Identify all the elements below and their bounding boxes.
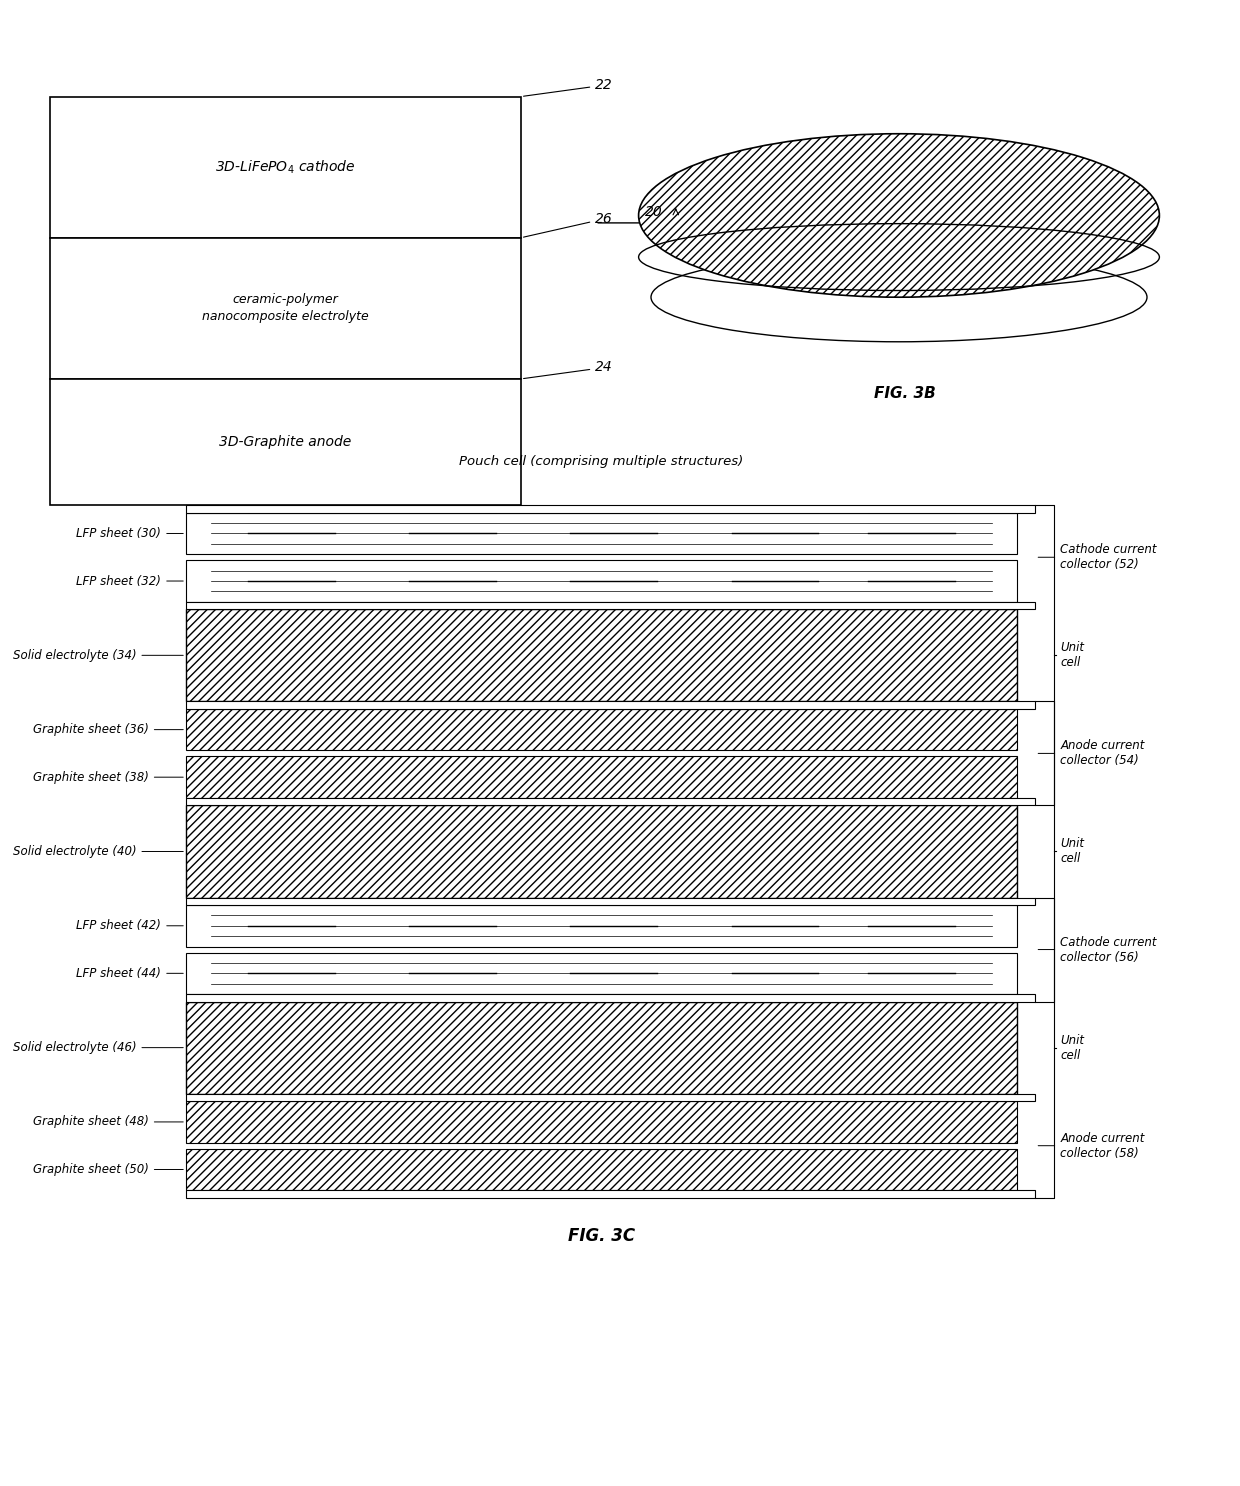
Bar [186,560,1017,602]
Bar [186,905,1017,947]
Bar [186,805,1017,898]
Text: LFP sheet (30): LFP sheet (30) [77,528,184,539]
Bar [186,709,1017,750]
Text: Pouch cell (comprising multiple structures): Pouch cell (comprising multiple structur… [459,455,744,468]
Bar [186,798,1035,805]
Text: Graphite sheet (48): Graphite sheet (48) [33,1116,184,1128]
Bar [186,609,1017,701]
Text: 22: 22 [523,79,613,97]
Text: Solid electrolyte (40): Solid electrolyte (40) [12,846,184,857]
Text: Cathode current
collector (52): Cathode current collector (52) [1038,544,1157,571]
Bar [186,756,1017,798]
Text: Cathode current
collector (56): Cathode current collector (56) [1038,936,1157,963]
Bar [50,379,521,505]
Bar [50,238,521,379]
Text: Unit
cell: Unit cell [1060,838,1084,865]
Bar [186,1149,1017,1190]
Text: LFP sheet (32): LFP sheet (32) [77,575,184,587]
Text: Anode current
collector (54): Anode current collector (54) [1038,740,1145,767]
Bar [186,953,1017,994]
Ellipse shape [639,134,1159,297]
Bar [186,994,1035,1002]
Text: 3D-Graphite anode: 3D-Graphite anode [219,435,351,449]
Text: 24: 24 [523,361,613,379]
Bar [186,513,1017,554]
Bar [186,602,1035,609]
Bar [186,701,1035,709]
Text: Graphite sheet (50): Graphite sheet (50) [33,1164,184,1175]
Text: ceramic-polymer
nanocomposite electrolyte: ceramic-polymer nanocomposite electrolyt… [202,293,368,324]
Text: LFP sheet (42): LFP sheet (42) [77,920,184,932]
Text: Solid electrolyte (46): Solid electrolyte (46) [12,1042,184,1054]
Text: 26: 26 [523,212,613,238]
Text: FIG. 3B: FIG. 3B [874,386,936,401]
Text: Graphite sheet (38): Graphite sheet (38) [33,771,184,783]
Text: LFP sheet (44): LFP sheet (44) [77,967,184,979]
Bar [186,1190,1035,1198]
Text: Solid electrolyte (34): Solid electrolyte (34) [12,649,184,661]
Bar [186,1094,1035,1101]
Text: Anode current
collector (58): Anode current collector (58) [1038,1132,1145,1159]
Text: FIG. 3C: FIG. 3C [568,1227,635,1245]
Bar [186,898,1035,905]
Text: FIG. 3A: FIG. 3A [254,542,316,557]
Text: 20: 20 [645,205,662,220]
Bar [186,1002,1017,1094]
Text: 3D-LiFePO$_4$ cathode: 3D-LiFePO$_4$ cathode [215,159,356,175]
Text: Graphite sheet (36): Graphite sheet (36) [33,724,184,736]
Bar [50,97,521,238]
Bar [186,505,1035,513]
Text: Unit
cell: Unit cell [1060,642,1084,669]
Bar [186,1101,1017,1143]
Ellipse shape [651,253,1147,342]
Text: 20: 20 [663,215,681,230]
Text: Unit
cell: Unit cell [1060,1034,1084,1061]
